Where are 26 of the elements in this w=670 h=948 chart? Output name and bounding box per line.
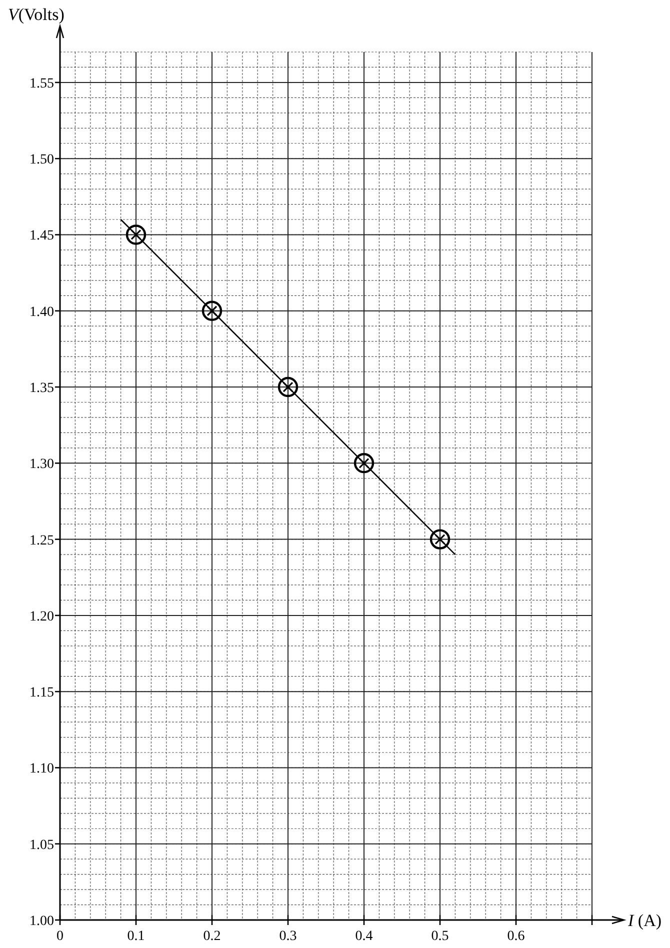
y-tick-label: 1.10	[30, 762, 54, 777]
point	[278, 376, 298, 398]
x-tick-label: 0.5	[431, 929, 449, 944]
y-tick-label: 1.30	[30, 457, 54, 472]
x-tick-label: 0.1	[127, 929, 145, 944]
y-tick-label: 1.55	[30, 76, 54, 92]
y-tick-label: 1.45	[30, 228, 54, 244]
point	[126, 224, 146, 245]
y-tick-label: 1.20	[30, 609, 54, 624]
y-tick-label: 1.25	[30, 533, 54, 548]
x-tick-label: 0.2	[203, 929, 221, 944]
point	[202, 300, 222, 321]
y-tick-label: 1.40	[30, 304, 54, 320]
y-tick-label: 1.00	[30, 914, 54, 929]
x-axis-title: I (A)	[627, 911, 662, 930]
x-tick-label: 0.3	[279, 929, 297, 944]
y-axis-title: V(Volts)	[8, 5, 64, 24]
x-tick-label: 0	[56, 929, 64, 944]
point	[354, 453, 374, 474]
y-tick-label: 1.50	[30, 152, 54, 168]
y-tick-label: 1.15	[30, 686, 54, 701]
y-tick-label: 1.05	[30, 838, 54, 853]
x-tick-label: 0.4	[355, 929, 373, 944]
point	[430, 529, 450, 550]
y-tick-label: 1.35	[30, 381, 54, 396]
x-tick-label: 0.6	[507, 929, 525, 944]
